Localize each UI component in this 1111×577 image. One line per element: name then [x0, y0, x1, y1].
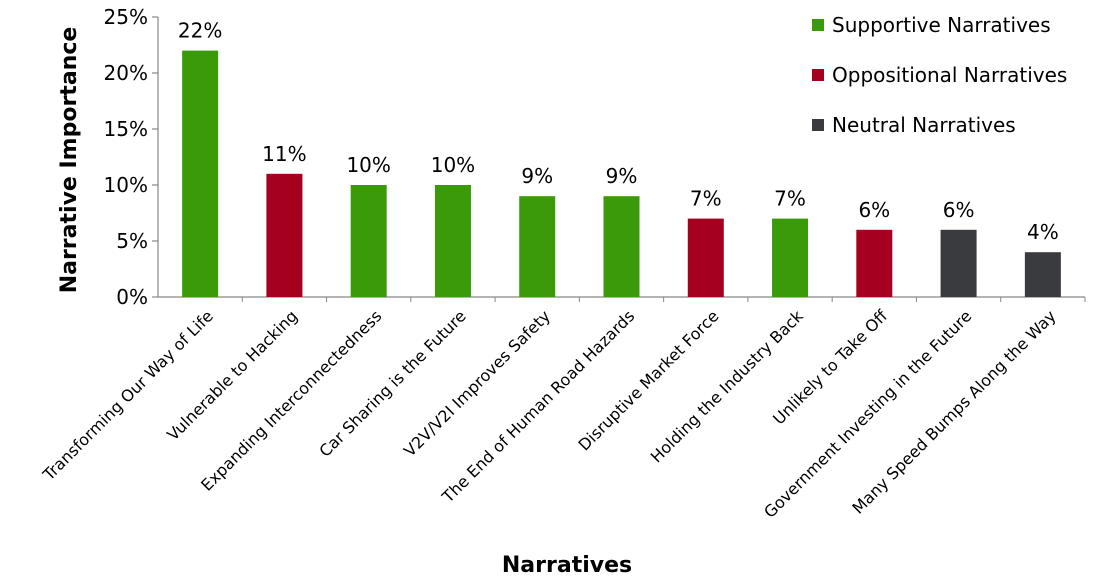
- legend-label: Neutral Narratives: [832, 113, 1016, 137]
- bar: [1024, 252, 1061, 297]
- y-tick-label: 0%: [116, 285, 148, 309]
- y-tick-label: 10%: [104, 173, 148, 197]
- y-axis-title: Narrative Importance: [57, 27, 82, 294]
- bar: [772, 218, 809, 297]
- category-label: Disruptive Market Force: [574, 306, 722, 454]
- bars: [182, 50, 1061, 297]
- category-label: Expanding Interconnectedness: [197, 306, 385, 494]
- bar: [266, 173, 303, 297]
- y-tick-label: 25%: [104, 5, 148, 29]
- data-label: 10%: [346, 153, 390, 177]
- category-label: Holding the Industry Back: [647, 306, 808, 467]
- legend-label: Supportive Narratives: [832, 13, 1051, 37]
- category-label: Car Sharing is the Future: [315, 306, 469, 460]
- axes: 0% 5% 10% 15% 20% 25%: [104, 5, 1086, 309]
- data-label: 9%: [606, 164, 638, 188]
- y-tick-label: 5%: [116, 229, 148, 253]
- legend-swatch: [812, 69, 824, 81]
- data-labels: 22% 11% 10% 10% 9% 9% 7% 7% 6% 6% 4%: [178, 19, 1059, 245]
- data-label: 6%: [858, 198, 890, 222]
- legend-swatch: [812, 119, 824, 131]
- bar: [856, 229, 893, 297]
- bar: [687, 218, 724, 297]
- bar: [182, 50, 219, 297]
- bar: [350, 185, 387, 297]
- data-label: 4%: [1027, 220, 1059, 244]
- data-label: 9%: [521, 164, 553, 188]
- x-axis-title: Narratives: [502, 553, 632, 577]
- data-label: 10%: [431, 153, 475, 177]
- data-label: 22%: [178, 19, 222, 43]
- data-label: 7%: [774, 187, 806, 211]
- bar: [603, 196, 640, 297]
- data-label: 6%: [943, 198, 975, 222]
- bar: [434, 185, 471, 297]
- legend-label: Oppositional Narratives: [832, 63, 1067, 87]
- y-tick-label: 15%: [104, 117, 148, 141]
- legend: Supportive Narratives Oppositional Narrat…: [812, 13, 1067, 137]
- category-label: V2V/V2I Improves Safety: [400, 306, 554, 460]
- y-tick-label: 20%: [104, 61, 148, 85]
- bar: [940, 229, 977, 297]
- legend-swatch: [812, 19, 824, 31]
- data-label: 7%: [690, 187, 722, 211]
- bar: [519, 196, 556, 297]
- category-label: Transforming Our Way of Life: [39, 306, 217, 484]
- data-label: 11%: [262, 142, 306, 166]
